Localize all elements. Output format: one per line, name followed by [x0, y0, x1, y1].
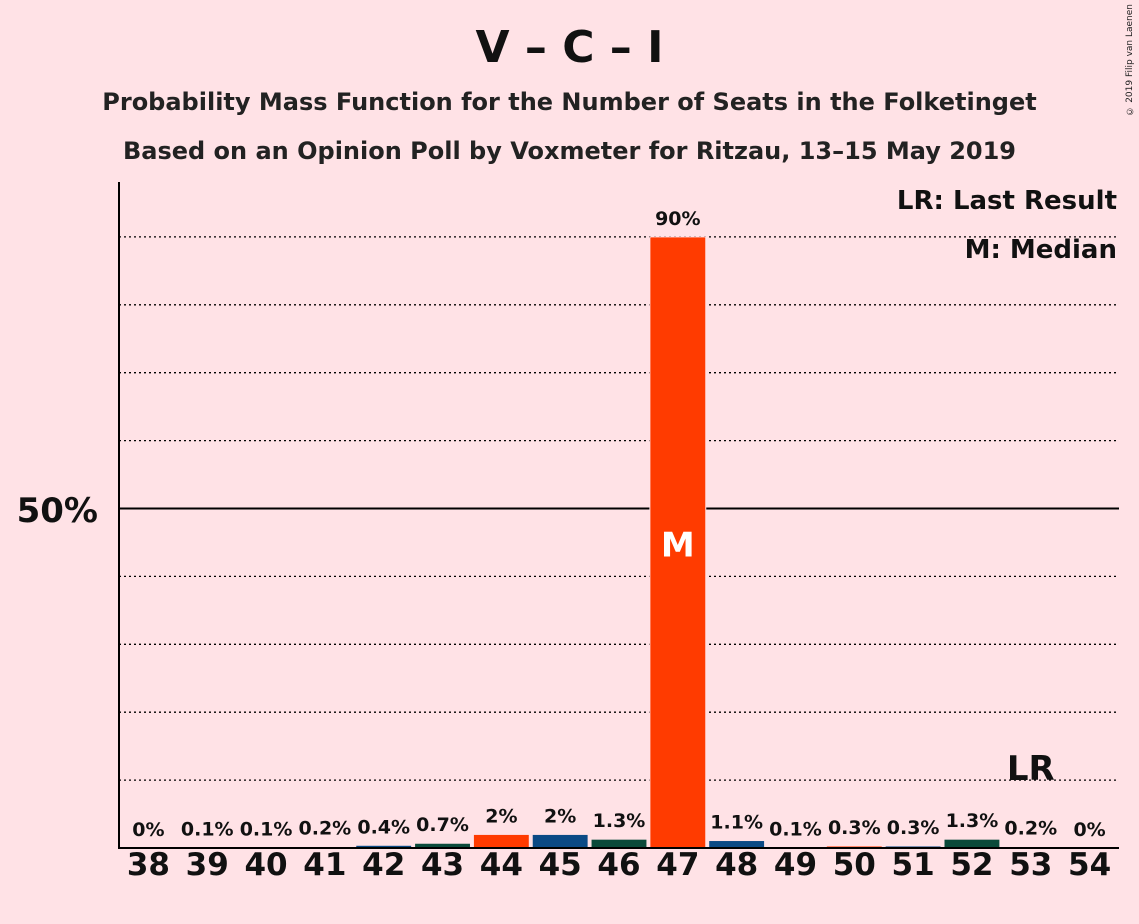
- value-label-51: 0.3%: [887, 817, 940, 839]
- x-tick-label-38: 38: [127, 847, 170, 883]
- value-label-44: 2%: [485, 805, 517, 827]
- chart-subtitle-2: Based on an Opinion Poll by Voxmeter for…: [122, 137, 1017, 165]
- bar-44: [472, 833, 530, 849]
- x-tick-label-39: 39: [186, 847, 229, 883]
- x-tick-label-43: 43: [421, 847, 464, 883]
- bar-45: [531, 833, 589, 849]
- value-label-50: 0.3%: [828, 817, 881, 839]
- value-labels: 0% 0.1% 0.1% 0.2% 0.4% 0.7% 2% 2% 1.3%90%1.1% 0.1…: [130, 206, 1107, 843]
- chart-subtitle-1: Probability Mass Function for the Number…: [102, 88, 1037, 116]
- legend-median: M: Median: [965, 235, 1117, 265]
- value-label-52: 1.3%: [946, 810, 999, 832]
- x-tick-label-45: 45: [539, 847, 582, 883]
- value-label-38: 0%: [132, 819, 164, 841]
- x-tick-label-52: 52: [950, 847, 993, 883]
- x-tick-label-54: 54: [1068, 847, 1111, 883]
- markers: M LR: [661, 526, 1055, 790]
- value-label-42: 0.4%: [357, 816, 410, 838]
- bar-47: [649, 236, 707, 849]
- bars: [178, 236, 1060, 849]
- value-label-39: 0.1%: [181, 818, 234, 840]
- x-tick-label-41: 41: [303, 847, 346, 883]
- value-label-40: 0.1%: [240, 818, 293, 840]
- median-marker: M: [661, 526, 695, 566]
- x-tick-label-47: 47: [656, 847, 699, 883]
- x-tick-label-48: 48: [715, 847, 758, 883]
- legend-last-result: LR: Last Result: [897, 186, 1117, 216]
- y-tick-label-50: 50%: [17, 491, 98, 531]
- value-label-49: 0.1%: [769, 818, 822, 840]
- value-label-41: 0.2%: [299, 818, 352, 840]
- x-tick-label-50: 50: [833, 847, 876, 883]
- x-tick-label-53: 53: [1009, 847, 1052, 883]
- x-tick-label-51: 51: [892, 847, 935, 883]
- x-tick-label-44: 44: [480, 847, 523, 883]
- value-label-47: 90%: [655, 208, 700, 230]
- x-tick-labels: 38 39 40 41 42 43 44 45 46 47 48 49 50 51 52 53 54: [127, 847, 1111, 883]
- x-tick-label-46: 46: [597, 847, 640, 883]
- x-tick-label-49: 49: [774, 847, 817, 883]
- value-label-45: 2%: [544, 805, 576, 827]
- value-label-43: 0.7%: [416, 814, 469, 836]
- value-label-46: 1.3%: [593, 810, 646, 832]
- chart-title: V – C – I: [475, 22, 664, 73]
- value-label-54: 0%: [1073, 819, 1105, 841]
- x-tick-label-42: 42: [362, 847, 405, 883]
- last-result-marker: LR: [1007, 749, 1055, 789]
- value-label-53: 0.2%: [1004, 818, 1057, 840]
- gridlines: [119, 236, 1119, 781]
- x-tick-label-40: 40: [244, 847, 287, 883]
- value-label-48: 1.1%: [710, 812, 763, 834]
